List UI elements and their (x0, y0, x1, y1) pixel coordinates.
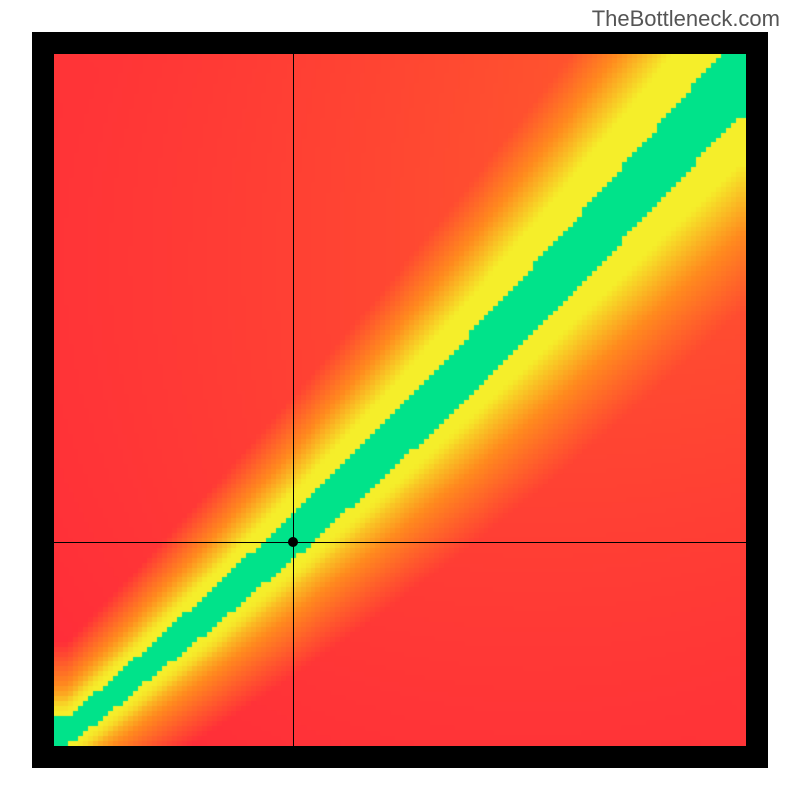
crosshair-horizontal (54, 542, 746, 543)
crosshair-vertical (293, 54, 294, 746)
chart-container: TheBottleneck.com (0, 0, 800, 800)
chart-frame (32, 32, 768, 768)
crosshair-marker (288, 537, 298, 547)
watermark-text: TheBottleneck.com (592, 6, 780, 32)
heatmap-canvas (54, 54, 746, 746)
